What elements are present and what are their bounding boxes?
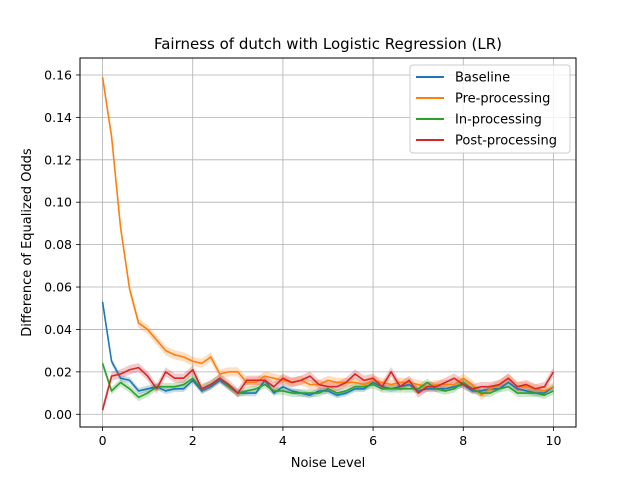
x-tick-label: 8 bbox=[459, 433, 467, 448]
y-tick-label: 0.06 bbox=[44, 280, 72, 295]
grid bbox=[80, 58, 576, 427]
y-tick-label: 0.10 bbox=[44, 195, 72, 210]
x-tick-label: 0 bbox=[99, 433, 107, 448]
legend-label-pre-processing: Pre-processing bbox=[455, 92, 550, 107]
legend-box bbox=[409, 64, 571, 154]
x-tick-label: 6 bbox=[369, 433, 377, 448]
band-in-processing bbox=[102, 359, 554, 402]
series-lines bbox=[101, 76, 555, 411]
x-tick-label: 4 bbox=[279, 433, 287, 448]
legend: Baseline Pre-processing In-processing Post-… bbox=[409, 64, 571, 154]
y-tick-label: 0.08 bbox=[44, 237, 72, 252]
legend-label-post-processing: Post-processing bbox=[455, 134, 557, 149]
y-tick-label: 0.04 bbox=[44, 322, 72, 337]
plot-frame bbox=[79, 57, 577, 428]
legend-label-in-processing: In-processing bbox=[455, 113, 542, 128]
y-tick-label: 0.00 bbox=[44, 407, 72, 422]
x-axis-ticks: 0 2 4 6 8 10 bbox=[99, 427, 562, 448]
legend-label-baseline: Baseline bbox=[455, 71, 510, 86]
series-line-post-processing bbox=[101, 366, 555, 411]
x-tick-label: 10 bbox=[546, 433, 562, 448]
series-line-in-processing bbox=[101, 363, 554, 399]
y-axis-label: Difference of Equalized Odds bbox=[20, 148, 35, 337]
x-tick-label: 2 bbox=[189, 433, 197, 448]
x-axis-label: Noise Level bbox=[291, 456, 366, 471]
chart-title: Fairness of dutch with Logistic Regressi… bbox=[154, 35, 502, 53]
y-tick-label: 0.12 bbox=[44, 152, 72, 167]
y-tick-label: 0.14 bbox=[44, 110, 72, 125]
y-axis-ticks: 0.00 0.02 0.04 0.06 0.08 0.10 0.12 0.14 0.16 bbox=[44, 67, 80, 422]
y-tick-label: 0.16 bbox=[44, 67, 72, 82]
y-tick-label: 0.02 bbox=[44, 364, 72, 379]
